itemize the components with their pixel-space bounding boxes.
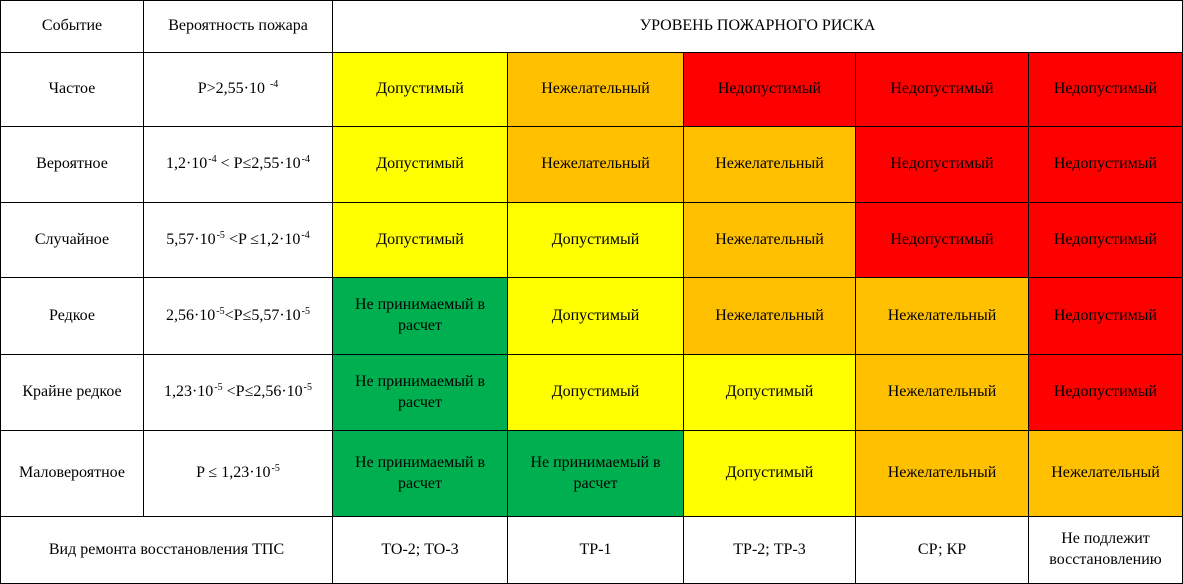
probability-exponent: -4: [270, 79, 278, 90]
probability-text: 5,57·10: [166, 231, 215, 248]
probability-exponent: -5: [217, 230, 225, 241]
repair-type-cell: СР; КР: [856, 517, 1029, 584]
risk-cell: Недопустимый: [1029, 127, 1183, 203]
probability-exponent: -5: [214, 382, 222, 393]
risk-cell: Допустимый: [508, 278, 684, 355]
risk-cell: Недопустимый: [1029, 203, 1183, 278]
probability-text: <P ≤1,2·10: [225, 231, 300, 248]
table-row: Частое P>2,55·10 -4 Допустимый Нежелательны…: [1, 53, 1183, 127]
risk-cell: Допустимый: [333, 127, 508, 203]
probability-cell: 1,2·10-4 < P≤2,55·10-4: [144, 127, 333, 203]
event-cell: Вероятное: [1, 127, 144, 203]
probability-text: 2,56·10: [166, 307, 215, 324]
probability-exponent: -5: [304, 382, 312, 393]
risk-cell: Нежелательный: [508, 53, 684, 127]
probability-cell: 2,56·10-5<P≤5,57·10-5: [144, 278, 333, 355]
probability-cell: P>2,55·10 -4: [144, 53, 333, 127]
repair-type-label: Вид ремонта восстановления ТПС: [1, 517, 333, 584]
probability-cell: P ≤ 1,23·10-5: [144, 431, 333, 517]
table-row: Маловероятное P ≤ 1,23·10-5 Не принимаемый…: [1, 431, 1183, 517]
repair-type-cell: ТО-2; ТО-3: [333, 517, 508, 584]
table-row: Крайне редкое 1,23·10-5 <P≤2,56·10-5 Не пр…: [1, 355, 1183, 431]
probability-cell: 1,23·10-5 <P≤2,56·10-5: [144, 355, 333, 431]
risk-cell: Нежелательный: [684, 127, 856, 203]
risk-cell: Нежелательный: [856, 355, 1029, 431]
risk-cell: Допустимый: [508, 355, 684, 431]
probability-text: <P≤2,56·10: [223, 383, 303, 400]
risk-cell: Допустимый: [508, 203, 684, 278]
table-row: Случайное 5,57·10-5 <P ≤1,2·10-4 Допустимы…: [1, 203, 1183, 278]
table-row: Редкое 2,56·10-5<P≤5,57·10-5 Не принимаемы…: [1, 278, 1183, 355]
header-event: Событие: [1, 1, 144, 53]
risk-cell: Недопустимый: [856, 53, 1029, 127]
risk-cell: Допустимый: [684, 431, 856, 517]
probability-exponent: -5: [302, 306, 310, 317]
risk-cell: Не принимаемый в расчет: [508, 431, 684, 517]
event-cell: Маловероятное: [1, 431, 144, 517]
risk-cell: Недопустимый: [1029, 355, 1183, 431]
event-cell: Редкое: [1, 278, 144, 355]
repair-type-cell: Не подлежит восстановлению: [1029, 517, 1183, 584]
event-cell: Случайное: [1, 203, 144, 278]
probability-exponent: -5: [216, 306, 224, 317]
risk-cell: Недопустимый: [856, 127, 1029, 203]
risk-cell: Допустимый: [684, 355, 856, 431]
risk-cell: Недопустимый: [1029, 278, 1183, 355]
risk-cell: Не принимаемый в расчет: [333, 278, 508, 355]
probability-exponent: -5: [272, 463, 280, 474]
footer-row: Вид ремонта восстановления ТПС ТО-2; ТО-3…: [1, 517, 1183, 584]
risk-cell: Допустимый: [333, 203, 508, 278]
header-risk-level: УРОВЕНЬ ПОЖАРНОГО РИСКА: [333, 1, 1183, 53]
risk-cell: Нежелательный: [684, 203, 856, 278]
event-cell: Частое: [1, 53, 144, 127]
probability-cell: 5,57·10-5 <P ≤1,2·10-4: [144, 203, 333, 278]
probability-exponent: -4: [301, 230, 309, 241]
probability-exponent: -4: [302, 154, 310, 165]
risk-cell: Нежелательный: [856, 431, 1029, 517]
probability-text: <P≤5,57·10: [225, 307, 301, 324]
risk-cell: Нежелательный: [508, 127, 684, 203]
risk-cell: Недопустимый: [684, 53, 856, 127]
risk-cell: Нежелательный: [856, 278, 1029, 355]
repair-type-cell: ТР-1: [508, 517, 684, 584]
risk-cell: Не принимаемый в расчет: [333, 431, 508, 517]
risk-cell: Недопустимый: [856, 203, 1029, 278]
risk-cell: Недопустимый: [1029, 53, 1183, 127]
risk-cell: Нежелательный: [1029, 431, 1183, 517]
header-probability: Вероятность пожара: [144, 1, 333, 53]
probability-text: P>2,55·10: [198, 80, 269, 97]
header-row: Событие Вероятность пожара УРОВЕНЬ ПОЖАР…: [1, 1, 1183, 53]
probability-exponent: -4: [208, 154, 216, 165]
risk-cell: Не принимаемый в расчет: [333, 355, 508, 431]
risk-cell: Нежелательный: [684, 278, 856, 355]
table-row: Вероятное 1,2·10-4 < P≤2,55·10-4 Допустимы…: [1, 127, 1183, 203]
probability-text: < P≤2,55·10: [217, 155, 301, 172]
repair-type-cell: ТР-2; ТР-3: [684, 517, 856, 584]
probability-text: 1,2·10: [166, 155, 207, 172]
probability-text: 1,23·10: [164, 383, 213, 400]
risk-cell: Допустимый: [333, 53, 508, 127]
event-cell: Крайне редкое: [1, 355, 144, 431]
probability-text: P ≤ 1,23·10: [196, 464, 270, 481]
